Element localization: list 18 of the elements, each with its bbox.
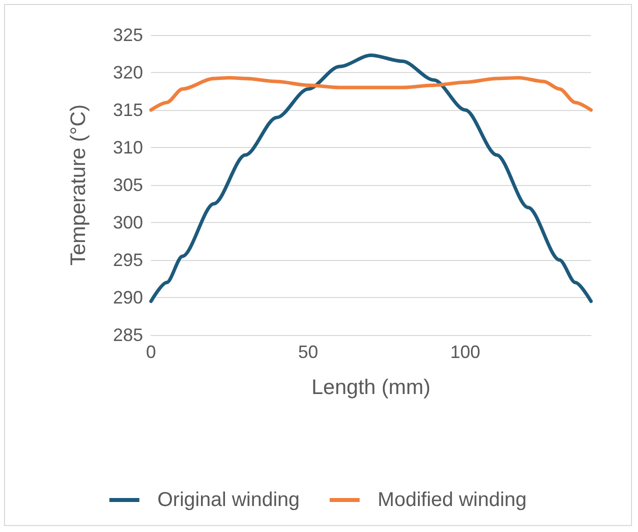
y-tick-label: 285 <box>112 325 143 345</box>
y-tick-label: 315 <box>112 100 143 120</box>
legend-label: Original winding <box>157 489 300 511</box>
legend-label: Modified winding <box>378 489 527 511</box>
x-axis-title: Length (mm) <box>311 376 431 399</box>
y-tick-label: 300 <box>112 212 143 232</box>
y-tick-label: 295 <box>112 250 143 270</box>
x-tick-label: 100 <box>450 342 480 362</box>
y-tick-label: 320 <box>112 62 143 82</box>
y-axis-title: Temperature (°C) <box>67 104 90 266</box>
y-tick-label: 325 <box>112 25 143 45</box>
y-tick-label: 290 <box>112 288 143 308</box>
x-tick-label: 50 <box>298 342 318 362</box>
y-tick-label: 310 <box>112 138 143 158</box>
y-tick-label: 305 <box>112 175 143 195</box>
line-series <box>149 76 593 112</box>
line-series <box>149 54 593 303</box>
x-tick-label: 0 <box>146 342 156 362</box>
